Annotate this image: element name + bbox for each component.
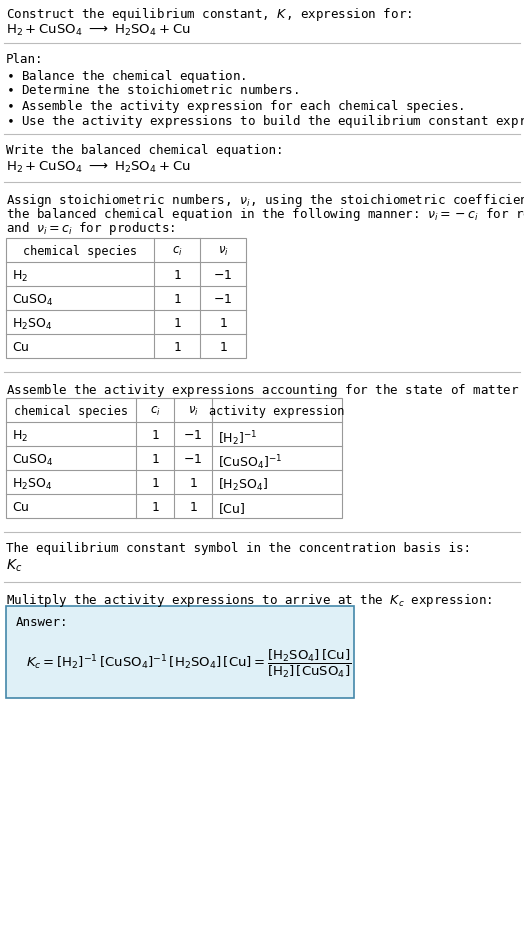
Text: $\bullet$ Determine the stoichiometric numbers.: $\bullet$ Determine the stoichiometric n… [6,83,299,97]
Text: chemical species: chemical species [23,245,137,258]
Text: $\bullet$ Use the activity expressions to build the equilibrium constant express: $\bullet$ Use the activity expressions t… [6,113,524,130]
Text: $-1$: $-1$ [213,293,233,306]
Text: $\mathrm{H_2 + CuSO_4 \ \longrightarrow \ H_2SO_4 + Cu}$: $\mathrm{H_2 + CuSO_4 \ \longrightarrow … [6,23,191,38]
Text: $\bullet$ Balance the chemical equation.: $\bullet$ Balance the chemical equation. [6,68,246,85]
Text: $-1$: $-1$ [213,269,233,282]
Text: $1$: $1$ [189,501,198,514]
Text: the balanced chemical equation in the following manner: $\nu_i = -c_i$ for react: the balanced chemical equation in the fo… [6,206,524,223]
Text: 1: 1 [173,269,181,282]
Bar [6,606,354,698]
Text: $\mathrm{H_2SO_4}$: $\mathrm{H_2SO_4}$ [12,477,52,493]
Text: 1: 1 [151,429,159,442]
Text: 1: 1 [173,341,181,354]
Text: $[\mathrm{CuSO_4}]^{-1}$: $[\mathrm{CuSO_4}]^{-1}$ [218,453,282,472]
Text: Assemble the activity expressions accounting for the state of matter and $\nu_i$: Assemble the activity expressions accoun… [6,382,524,399]
Text: 1: 1 [151,453,159,466]
Text: $\mathrm{CuSO_4}$: $\mathrm{CuSO_4}$ [12,453,53,468]
Text: Plan:: Plan: [6,53,43,66]
Text: $[\mathrm{H_2}]^{-1}$: $[\mathrm{H_2}]^{-1}$ [218,429,257,448]
Text: and $\nu_i = c_i$ for products:: and $\nu_i = c_i$ for products: [6,220,175,237]
Text: $\nu_i$: $\nu_i$ [217,245,228,258]
Text: 1: 1 [173,317,181,330]
Text: $\bullet$ Assemble the activity expression for each chemical species.: $\bullet$ Assemble the activity expressi… [6,98,464,115]
Text: $\nu_i$: $\nu_i$ [188,405,199,419]
Text: Write the balanced chemical equation:: Write the balanced chemical equation: [6,144,283,157]
Text: $\mathrm{CuSO_4}$: $\mathrm{CuSO_4}$ [12,293,53,308]
Bar [6,398,342,518]
Bar [6,238,246,358]
Text: $\mathrm{Cu}$: $\mathrm{Cu}$ [12,501,29,514]
Text: $1$: $1$ [219,317,227,330]
Text: $\mathrm{Cu}$: $\mathrm{Cu}$ [12,341,29,354]
Text: chemical species: chemical species [14,405,128,418]
Text: $\mathrm{H_2 + CuSO_4 \ \longrightarrow \ H_2SO_4 + Cu}$: $\mathrm{H_2 + CuSO_4 \ \longrightarrow … [6,160,191,176]
Text: 1: 1 [151,477,159,490]
Text: Assign stoichiometric numbers, $\nu_i$, using the stoichiometric coefficients, $: Assign stoichiometric numbers, $\nu_i$, … [6,192,524,209]
Text: $c_i$: $c_i$ [150,405,160,419]
Text: $1$: $1$ [219,341,227,354]
Text: $K_c$: $K_c$ [6,558,23,574]
Text: Mulitply the activity expressions to arrive at the $K_c$ expression:: Mulitply the activity expressions to arr… [6,592,493,609]
Text: $K_c = [\mathrm{H_2}]^{-1}\,[\mathrm{CuSO_4}]^{-1}\,[\mathrm{H_2SO_4}]\,[\mathrm: $K_c = [\mathrm{H_2}]^{-1}\,[\mathrm{CuS… [26,648,351,680]
Text: $-1$: $-1$ [183,429,203,442]
Text: $[\mathrm{Cu}]$: $[\mathrm{Cu}]$ [218,501,245,516]
Text: The equilibrium constant symbol in the concentration basis is:: The equilibrium constant symbol in the c… [6,542,471,555]
Text: 1: 1 [173,293,181,306]
Text: Construct the equilibrium constant, $K$, expression for:: Construct the equilibrium constant, $K$,… [6,6,412,23]
Text: $-1$: $-1$ [183,453,203,466]
Text: $\mathrm{H_2SO_4}$: $\mathrm{H_2SO_4}$ [12,317,52,332]
Text: 1: 1 [151,501,159,514]
Text: $[\mathrm{H_2SO_4}]$: $[\mathrm{H_2SO_4}]$ [218,477,268,493]
Text: $\mathrm{H_2}$: $\mathrm{H_2}$ [12,269,28,284]
Text: $\mathrm{H_2}$: $\mathrm{H_2}$ [12,429,28,444]
Text: $1$: $1$ [189,477,198,490]
Text: $c_i$: $c_i$ [172,245,182,258]
Text: activity expression: activity expression [209,405,345,418]
Text: Answer:: Answer: [16,616,69,629]
